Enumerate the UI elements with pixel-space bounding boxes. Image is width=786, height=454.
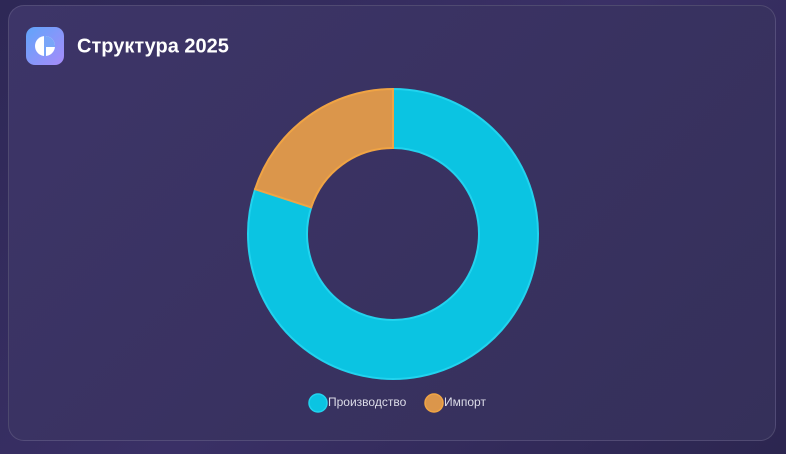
legend-label: Производство <box>328 395 407 409</box>
slice <box>253 87 394 209</box>
icon-pie-slice <box>45 36 55 46</box>
legend-label: Импорт <box>444 395 486 409</box>
icon-pie-lines <box>44 36 55 56</box>
legend-marker <box>424 393 444 413</box>
chart-title: Структура 2025 <box>77 35 229 57</box>
slice <box>247 87 539 380</box>
legend-marker <box>308 393 328 413</box>
